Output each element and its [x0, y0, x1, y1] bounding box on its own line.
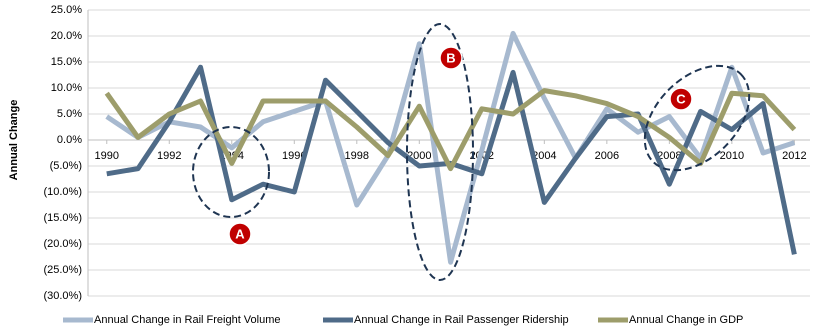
badge [439, 46, 463, 70]
legend-label: Annual Change in Rail Passenger Ridershi… [354, 314, 569, 326]
highlight-ellipse [192, 126, 270, 218]
legend-label: Annual Change in GDP [629, 314, 743, 326]
y-tick-label: (10.0%) [43, 186, 82, 198]
y-tick-label: (20.0%) [43, 238, 82, 250]
y-axis-label: Annual Change [8, 100, 20, 181]
annotation-label: B [446, 50, 455, 65]
x-tick-label: 2006 [595, 150, 619, 162]
y-tick-label: (5.0%) [50, 160, 82, 172]
y-tick-label: 25.0% [51, 4, 82, 16]
x-tick-label: 1998 [345, 150, 369, 162]
y-tick-label: 10.0% [51, 82, 82, 94]
x-tick-label: 2010 [720, 150, 744, 162]
annotation-label: A [235, 226, 245, 241]
annotation-label: C [676, 91, 686, 106]
y-tick-label: (25.0%) [43, 264, 82, 276]
highlight-ellipse [406, 23, 474, 281]
legend-label: Annual Change in Rail Freight Volume [94, 314, 281, 326]
y-tick-label: 0.0% [57, 134, 82, 146]
badge [669, 87, 693, 111]
highlight-ellipse [643, 64, 751, 172]
x-tick-label: 2004 [532, 150, 556, 162]
x-tick-label: 2008 [657, 150, 681, 162]
y-tick-label: (15.0%) [43, 212, 82, 224]
annotations: A B C [192, 23, 751, 281]
x-tick-label: 1996 [282, 150, 306, 162]
x-tick-label: 1992 [157, 150, 181, 162]
x-tick-label: 1990 [95, 150, 119, 162]
y-tick-label: 5.0% [57, 108, 82, 120]
y-tick-label: 20.0% [51, 30, 82, 42]
series-line [104, 88, 797, 172]
badge [228, 222, 252, 246]
x-tick-label: 2012 [782, 150, 806, 162]
y-tick-label: 15.0% [51, 56, 82, 68]
y-tick-label: (30.0%) [43, 290, 82, 302]
